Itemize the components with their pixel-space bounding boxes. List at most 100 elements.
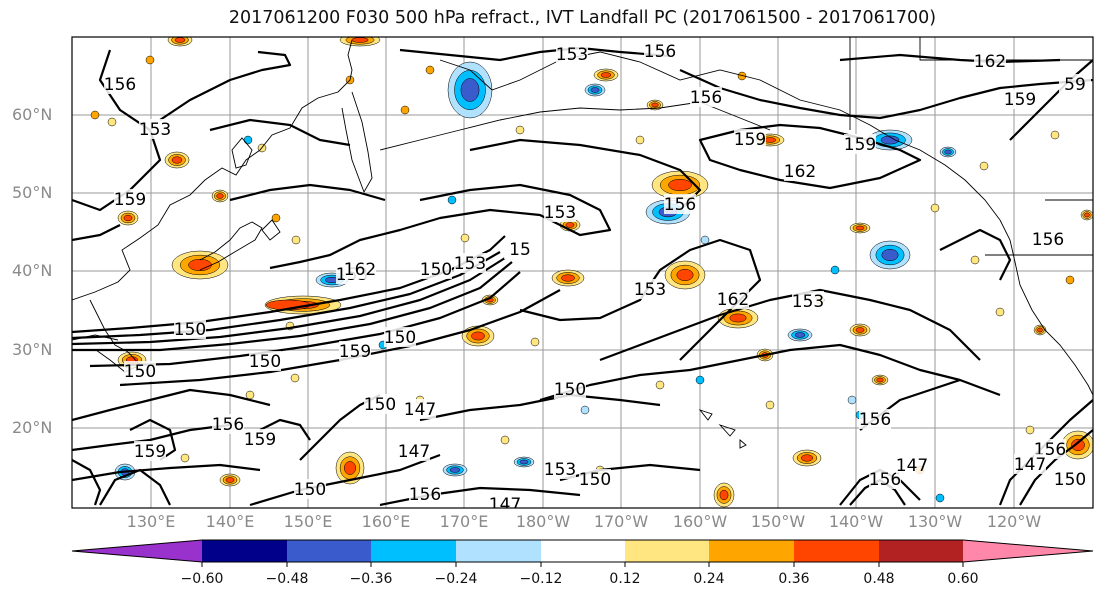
shade-blob [351,37,369,43]
contour-line [679,68,1093,120]
contour-label: 162 [717,290,749,310]
shade-blob [171,156,183,164]
shade-speckle [90,110,100,120]
shade-speckle [145,55,155,65]
shade-speckle [580,405,590,415]
shade-blob [188,258,212,272]
contour-label: 59 [1064,75,1086,95]
contour-label-bg [398,441,430,461]
shade-blob [876,377,884,383]
contour-label-bg [114,189,146,209]
contour-line [72,423,231,452]
shade-blob [343,461,357,475]
contour-label-bg [844,134,876,154]
shade-blob [561,274,575,282]
shade-speckle [655,380,665,390]
shade-blob [1084,212,1090,218]
coastline-segment [999,219,1093,396]
contour-label: 156 [644,42,676,62]
contour-label: 150 [174,320,206,340]
colorbar-tick-label: −0.48 [265,571,309,587]
contour-label: 156 [869,470,901,490]
shade-speckle [765,400,775,410]
contour-label: 159 [1004,90,1036,110]
shade-speckle [515,125,525,135]
contour-label-bg [124,361,156,381]
contour-line [159,50,292,121]
contour-line [1009,59,1093,141]
contour-label: 150 [294,480,326,500]
shade-blob [729,313,747,323]
contour-label-bg [384,327,416,347]
contour-label: 156 [1032,230,1064,250]
shade-speckle [1025,425,1035,435]
contour-line [72,459,102,506]
shade-speckle [447,195,457,205]
contour-label: 147 [398,442,430,462]
contour-line [469,138,702,211]
colorbar-tick-label: −0.60 [180,571,224,587]
contour-label-bg [454,253,486,273]
lon-label: 140°E [205,512,255,531]
contour-line [519,238,762,361]
shade-blob [460,78,480,102]
shade-blob [1071,438,1085,452]
contour-label-bg [1004,89,1036,109]
shade-speckle [695,375,705,385]
contour-label-bg [859,409,891,429]
colorbar-segment [794,540,879,562]
contour-label-bg [404,399,436,419]
lat-label: 30°N [12,340,53,359]
contour-label: 147 [489,495,521,515]
contour-label-bg [556,44,588,64]
contour-label-bg [174,319,206,339]
contour-label-bg [544,459,576,479]
contour-label: 153 [139,120,171,140]
contour-label: 156 [664,195,696,215]
shade-blob [800,454,814,462]
colorbar-segment [879,540,963,562]
lat-label: 40°N [12,261,53,280]
lon-label: 170°W [593,512,649,531]
shade-speckle [291,235,301,245]
shade-speckle [979,161,989,171]
colorbar-tick-label: 0.48 [863,571,895,587]
contour-label-bg [294,479,326,499]
lon-label: 180°W [515,512,571,531]
coastline-segment [439,51,1001,221]
shade-speckle [935,493,945,503]
shade-speckle [245,390,255,400]
shade-speckle [930,203,940,213]
contour-label-bg [409,484,441,504]
shade-blob [565,222,575,228]
shade-blob [676,268,694,282]
shade-blob [123,214,133,222]
colorbar-segment [456,540,541,562]
colorbar-segment [287,540,371,562]
contour-label-bg [1059,74,1091,94]
coastline-segment [199,221,263,271]
colorbar-tick-label: −0.24 [434,571,478,587]
contour-label-bg [792,291,824,311]
contour-line [939,228,1012,281]
shade-blob [855,225,865,231]
contour-line [539,343,1001,402]
contour-line [72,261,513,352]
contour-line [249,453,441,507]
lon-label: 130°W [907,512,963,531]
shade-blob [880,135,900,145]
shade-blob [216,193,224,199]
shade-speckle [500,435,510,445]
shade-speckle [970,255,980,265]
coastline-segment [261,219,281,241]
contour-label-bg [249,351,281,371]
contour-label-bg [139,119,171,139]
contour-label: 147 [1014,455,1046,475]
contour-label-bg [784,161,816,181]
contour-line [1019,429,1093,506]
shade-blob [449,467,461,473]
contour-line [72,388,271,422]
shade-speckle [847,395,857,405]
